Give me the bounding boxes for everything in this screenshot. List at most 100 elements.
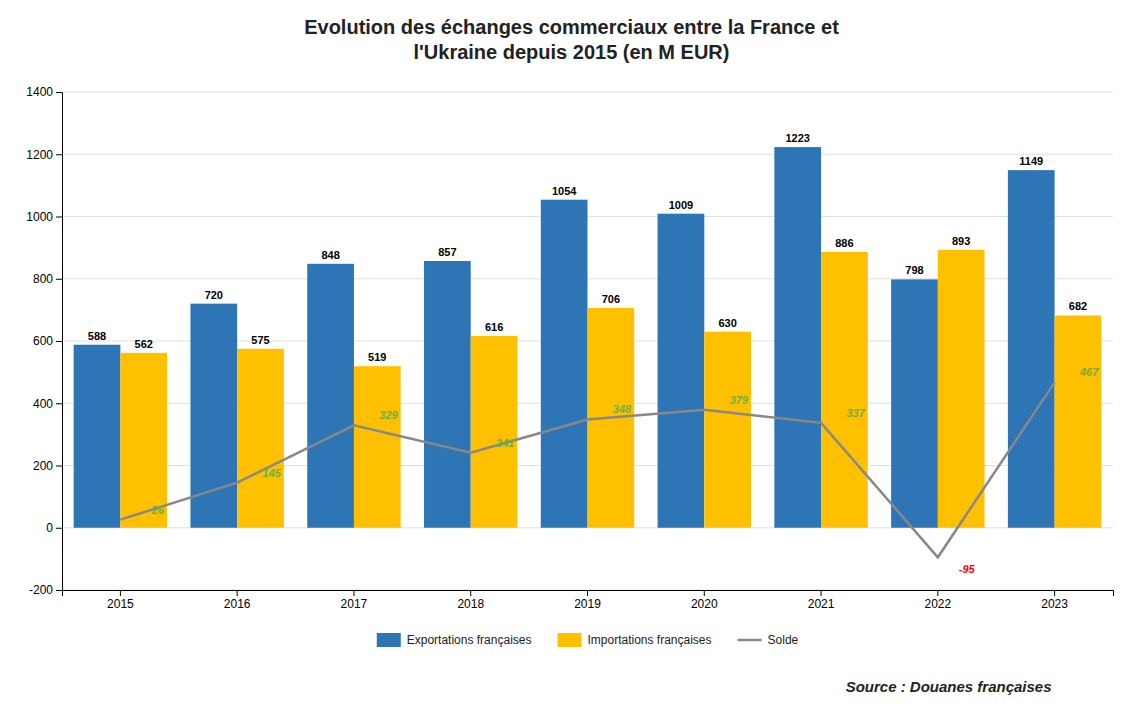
- line-label: 26: [151, 504, 165, 516]
- bar: [471, 336, 518, 528]
- y-tick-mark: [56, 217, 62, 218]
- x-tick: 2022: [924, 590, 951, 611]
- y-tick-label: 1200: [26, 148, 53, 162]
- legend-item: Exportations françaises: [377, 633, 532, 647]
- x-tick: 2021: [808, 590, 835, 611]
- y-tick-mark: [56, 466, 62, 467]
- line-label: 241: [495, 437, 514, 449]
- grid-line: [62, 154, 1113, 155]
- x-tick-mark: [120, 590, 121, 596]
- plot-marks: [74, 147, 1102, 557]
- y-tick: 400: [33, 397, 62, 411]
- y-tick: 1000: [26, 210, 62, 224]
- x-axis: 2015 2016 2017 2018 2019 2020 2021 2022 2023: [63, 590, 1114, 611]
- legend-label: Exportations françaises: [407, 633, 532, 647]
- y-tick-label: 0: [46, 521, 53, 535]
- bar-label: 588: [88, 330, 106, 342]
- bar: [658, 214, 705, 528]
- x-tick-label: 2016: [224, 597, 251, 611]
- y-tick-label: -200: [29, 583, 53, 597]
- legend: Exportations françaises Importations fran…: [377, 633, 799, 647]
- bar-label: 1149: [1019, 155, 1043, 167]
- bar: [821, 252, 868, 528]
- bar-label: 682: [1069, 300, 1087, 312]
- bar-label: 798: [905, 264, 923, 276]
- x-tick-label: 2023: [1041, 597, 1068, 611]
- bar: [74, 345, 121, 528]
- bar-label: 848: [321, 249, 339, 261]
- line-label: 379: [730, 394, 749, 406]
- bar: [307, 264, 354, 528]
- bar-label: 519: [368, 351, 386, 363]
- x-tick: 2018: [457, 590, 484, 611]
- bar-label: 616: [485, 321, 503, 333]
- x-tick-mark: [237, 590, 238, 596]
- title: Evolution des échanges commerciaux entre…: [304, 16, 839, 63]
- x-tick-mark: [587, 590, 588, 596]
- legend-swatch: [377, 633, 401, 647]
- y-tick: 800: [33, 272, 62, 286]
- x-tick-mark: [353, 590, 354, 596]
- bar: [704, 332, 751, 528]
- legend-item: Solde: [738, 633, 799, 647]
- bar-label: 575: [251, 334, 269, 346]
- legend-swatch: [738, 639, 762, 642]
- bar-label: 893: [952, 235, 970, 247]
- title-line: Evolution des échanges commerciaux entre…: [304, 16, 839, 38]
- bar: [1055, 315, 1102, 527]
- title-line: l'Ukraine depuis 2015 (en M EUR): [414, 41, 730, 63]
- grid-line: [62, 92, 1113, 93]
- chart: Evolution des échanges commerciaux entre…: [0, 0, 1143, 708]
- data-labels: 5887208488571054100912237981149562575519…: [88, 132, 1099, 575]
- bar-label: 706: [602, 293, 620, 305]
- y-tick-label: 400: [33, 397, 53, 411]
- bar-label: 630: [718, 317, 736, 329]
- y-tick: -200: [29, 583, 62, 597]
- y-axis: -200 0 200 400 600 800 1000 1200 1400: [26, 85, 62, 597]
- x-tick-label: 2015: [107, 597, 134, 611]
- bar: [774, 147, 821, 528]
- bar-label: 1223: [785, 132, 809, 144]
- x-tick: 2017: [341, 590, 368, 611]
- line-label: 337: [846, 407, 865, 419]
- line-label: -95: [959, 563, 976, 575]
- x-tick-mark: [470, 590, 471, 596]
- y-tick-label: 800: [33, 272, 53, 286]
- x-tick-mark: [1054, 590, 1055, 596]
- x-tick: 2020: [691, 590, 718, 611]
- x-tick-mark: [821, 590, 822, 596]
- y-tick: 1200: [26, 148, 62, 162]
- x-tick: 2023: [1041, 590, 1068, 611]
- x-tick-label: 2020: [691, 597, 718, 611]
- y-tick: 600: [33, 334, 62, 348]
- bar: [424, 261, 471, 528]
- y-tick-mark: [56, 590, 62, 591]
- bar-label: 1054: [552, 185, 577, 197]
- legend-swatch: [557, 633, 581, 647]
- y-tick-label: 1400: [26, 85, 53, 99]
- line-label: 467: [1079, 366, 1099, 378]
- x-tick-label: 2021: [808, 597, 835, 611]
- bar-label: 720: [205, 289, 223, 301]
- y-tick-mark: [56, 279, 62, 280]
- y-tick: 0: [46, 521, 62, 535]
- y-tick-mark: [56, 154, 62, 155]
- y-tick-mark: [56, 92, 62, 93]
- legend-label: Solde: [768, 633, 799, 647]
- bar: [120, 353, 167, 528]
- bar: [354, 366, 401, 528]
- x-axis-line: [63, 591, 1114, 597]
- x-tick-label: 2018: [457, 597, 484, 611]
- line: [120, 382, 1054, 557]
- x-tick-label: 2017: [341, 597, 368, 611]
- bar-label: 857: [438, 246, 456, 258]
- legend-item: Importations françaises: [557, 633, 711, 647]
- bar: [237, 349, 284, 528]
- line-label: 329: [379, 409, 398, 421]
- bar-label: 562: [135, 338, 153, 350]
- y-tick-label: 200: [33, 459, 53, 473]
- legend-label: Importations françaises: [587, 633, 711, 647]
- bar: [1008, 170, 1055, 528]
- x-tick-label: 2019: [574, 597, 601, 611]
- bar-series: [120, 250, 1101, 528]
